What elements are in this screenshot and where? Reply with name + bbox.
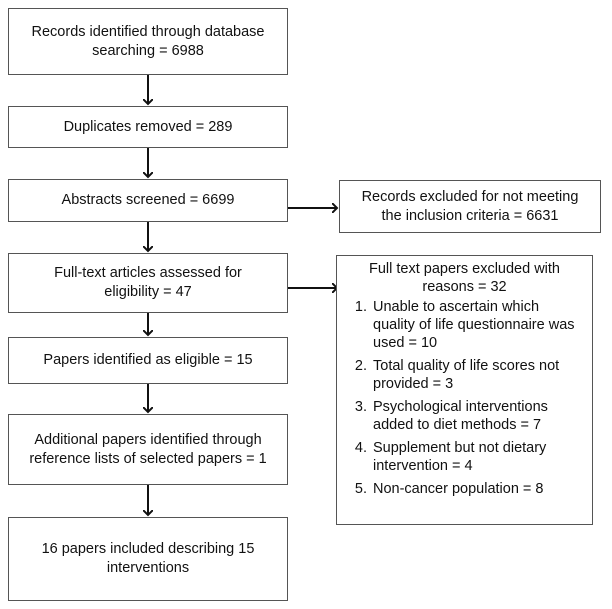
fulltext-excluded-box: Full text papers excluded with reasons =…	[336, 255, 593, 525]
reason-number: 4.	[354, 440, 367, 456]
reason-number: 2.	[354, 358, 367, 374]
reason-text: Unable to ascertain which quality of lif…	[373, 299, 575, 351]
reason-text: Supplement but not dietary intervention …	[373, 440, 547, 474]
fulltext-assessed-box: Full-text articles assessed for eligibil…	[8, 253, 288, 313]
records-excluded-box: Records excluded for not meeting the inc…	[339, 180, 601, 233]
reason-number: 5.	[354, 481, 367, 497]
exclusion-reason: 4. Supplement but not dietary interventi…	[347, 439, 582, 475]
exclusion-reason: 2. Total quality of life scores not prov…	[347, 357, 582, 393]
included-papers-box: 16 papers included describing 15 interve…	[8, 517, 288, 601]
duplicates-removed-text: Duplicates removed = 289	[63, 118, 233, 135]
reason-text: Psychological interventions added to die…	[373, 399, 548, 433]
duplicates-removed-box: Duplicates removed = 289	[8, 106, 288, 148]
exclusion-reason: 5. Non-cancer population = 8	[347, 480, 582, 498]
abstracts-screened-text: Abstracts screened = 6699	[61, 192, 235, 208]
exclusion-reason: 3. Psychological interventions added to …	[347, 398, 582, 434]
additional-papers-box: Additional papers identified through ref…	[8, 414, 288, 485]
records-identified-box: Records identified through database sear…	[8, 8, 288, 75]
eligible-papers-text: Papers identified as eligible = 15	[43, 352, 253, 368]
fulltext-excluded-heading: Full text papers excluded with reasons =…	[368, 261, 560, 295]
exclusion-reasons-list: 1. Unable to ascertain which quality of …	[347, 298, 582, 498]
records-excluded-text: Records excluded for not meeting the inc…	[361, 188, 579, 224]
exclusion-reason: 1. Unable to ascertain which quality of …	[347, 298, 582, 352]
included-papers-text: 16 papers included describing 15 interve…	[41, 541, 255, 576]
reason-number: 3.	[354, 399, 367, 415]
abstracts-screened-box: Abstracts screened = 6699	[8, 179, 288, 222]
reason-text: Total quality of life scores not provide…	[373, 358, 560, 392]
fulltext-assessed-text: Full-text articles assessed for eligibil…	[54, 265, 242, 300]
reason-number: 1.	[354, 299, 367, 315]
records-identified-text: Records identified through database sear…	[31, 23, 265, 59]
additional-papers-text: Additional papers identified through ref…	[29, 431, 267, 467]
eligible-papers-box: Papers identified as eligible = 15	[8, 337, 288, 384]
reason-text: Non-cancer population = 8	[373, 481, 544, 497]
